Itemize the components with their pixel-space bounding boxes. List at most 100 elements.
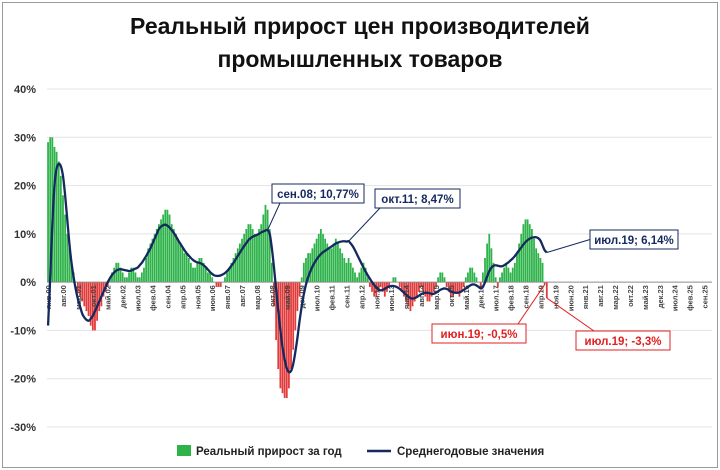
bar (522, 224, 525, 283)
bar (194, 267, 197, 283)
bar (486, 243, 489, 283)
annotation-leader (267, 202, 281, 231)
bar (511, 267, 514, 283)
bar (492, 262, 495, 283)
bar (499, 277, 501, 283)
bar (298, 282, 301, 297)
bar (349, 262, 352, 283)
bar (322, 233, 324, 283)
bar (464, 277, 467, 283)
bar (479, 282, 482, 287)
bar (392, 277, 395, 283)
bar (528, 224, 531, 283)
y-tick-label: 10% (14, 229, 36, 241)
bar (264, 204, 267, 283)
bar (134, 272, 137, 283)
x-tick-label: апр.05 (178, 285, 187, 309)
bar (89, 282, 92, 326)
x-tick-label: фев.04 (149, 284, 158, 311)
bar (366, 277, 369, 283)
bar (481, 272, 484, 283)
bar (484, 258, 486, 283)
bar (541, 262, 544, 283)
y-tick-label: -10% (10, 325, 36, 337)
bar (211, 277, 214, 283)
bar (437, 277, 440, 283)
bar (496, 282, 499, 287)
bar (324, 238, 327, 283)
bar (467, 272, 469, 283)
bar (83, 282, 86, 307)
bar (226, 272, 228, 283)
annotation-box (271, 183, 365, 204)
x-tick-label: авг.00 (59, 285, 68, 307)
bar (160, 219, 162, 283)
bar (170, 224, 173, 283)
bar (98, 282, 101, 312)
bar (209, 272, 211, 283)
bar (55, 151, 58, 283)
x-tick-label: апр.12 (357, 285, 366, 309)
bar (245, 229, 248, 283)
bar (172, 229, 175, 283)
bar (300, 277, 303, 283)
x-tick-label: май.16 (462, 285, 471, 310)
bar (520, 233, 523, 283)
bar (309, 253, 312, 283)
bar (450, 282, 452, 297)
bar (360, 267, 363, 283)
bar (79, 282, 81, 297)
bar (394, 277, 397, 283)
bar (398, 282, 401, 287)
annotation-leader (546, 239, 591, 253)
bar (424, 282, 427, 297)
x-tick-label: фев.11 (328, 285, 337, 310)
bar (330, 248, 333, 283)
bar (415, 282, 418, 297)
annotation-box (431, 323, 527, 344)
bar (347, 258, 350, 283)
bar (202, 262, 205, 283)
bar (162, 214, 165, 283)
x-tick-label: ноя.12 (372, 285, 381, 309)
bar (273, 282, 275, 307)
bar (140, 272, 143, 283)
bar (268, 229, 271, 283)
bar (539, 258, 542, 283)
bar (126, 277, 128, 283)
chart-title: Реальный прирост цен производителей пром… (130, 13, 590, 72)
bar (136, 277, 139, 283)
annotation-layer: сен.08; 10,77% окт.11; 8,47% июл.19; 6,14%… (267, 183, 679, 351)
bar (68, 248, 71, 283)
bar (77, 282, 79, 292)
bar (187, 258, 190, 283)
bar (290, 282, 292, 370)
x-tick-label: мар.08 (253, 285, 262, 310)
bar (266, 209, 269, 283)
bar (458, 282, 461, 297)
bar (518, 243, 521, 283)
x-tick-label: июл.24 (671, 284, 680, 311)
y-tick-label: 30% (14, 132, 36, 144)
x-tick-label: май.02 (104, 285, 113, 310)
bar (117, 262, 120, 283)
annotation-label: июл.19; 6,14% (594, 235, 674, 247)
bar (345, 262, 348, 283)
bar (283, 282, 286, 399)
bar (207, 272, 209, 283)
bar (509, 272, 512, 283)
bar (177, 238, 179, 283)
bar (473, 272, 476, 283)
bar (545, 282, 548, 299)
bar (462, 282, 465, 287)
bar (494, 277, 497, 283)
bar (59, 175, 62, 283)
x-tick-label: июл.03 (134, 285, 143, 311)
bar (543, 282, 546, 285)
bar (81, 282, 84, 302)
bar (247, 224, 250, 283)
bar (241, 238, 243, 283)
bar (243, 233, 246, 283)
bar (418, 282, 420, 292)
bar (413, 282, 416, 302)
